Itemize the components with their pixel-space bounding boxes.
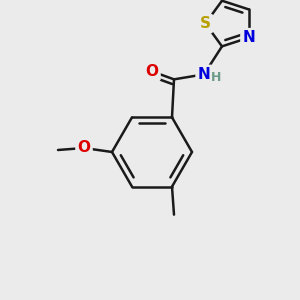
Text: O: O <box>146 64 158 79</box>
Text: N: N <box>198 67 210 82</box>
Text: S: S <box>200 16 211 31</box>
Text: O: O <box>77 140 91 155</box>
Text: H: H <box>211 71 221 84</box>
Text: N: N <box>242 30 255 45</box>
